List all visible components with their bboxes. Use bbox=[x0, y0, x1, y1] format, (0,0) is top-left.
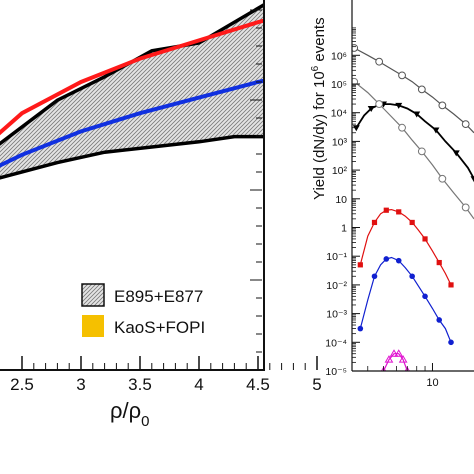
yield-x-tick-label-0: 10 bbox=[426, 377, 438, 389]
yield-series-3-marker bbox=[396, 209, 402, 215]
yield-x-ticks: 10 bbox=[367, 363, 439, 389]
density-x-tick-label-3: 4 bbox=[194, 375, 203, 394]
x-label-rho: ρ/ρ bbox=[110, 398, 141, 423]
yield-series-2-marker bbox=[461, 203, 470, 212]
yield-series-line-4 bbox=[359, 256, 452, 343]
yield-series-1-marker bbox=[432, 127, 440, 134]
density-x-tick-label-0: 2.5 bbox=[10, 375, 34, 394]
density-plot-area bbox=[0, 2, 264, 180]
yield-series-3-marker bbox=[383, 207, 389, 213]
yield-series-line-0 bbox=[353, 47, 474, 134]
yield-series-4-marker bbox=[357, 325, 364, 332]
yield-series-1-marker bbox=[395, 102, 403, 109]
legend-swatch-yellow bbox=[82, 315, 104, 337]
yield-series-3-marker bbox=[371, 219, 378, 226]
yield-series-1-marker bbox=[367, 106, 375, 113]
yield-y-tick-label-11: 10⁻⁵ bbox=[325, 366, 347, 378]
yield-series-0-marker bbox=[461, 120, 470, 129]
yield-series-0-marker bbox=[375, 57, 384, 66]
yield-y-tick-label-7: 10⁻¹ bbox=[326, 251, 347, 263]
yield-series-1-marker bbox=[452, 150, 460, 157]
uncertainty-band bbox=[0, 2, 264, 180]
yield-series-0-marker bbox=[417, 85, 426, 94]
yield-series-3-marker bbox=[448, 282, 454, 288]
density-series-line-0 bbox=[0, 18, 264, 136]
yield-series-0-marker bbox=[398, 71, 406, 80]
density-chart: 2.5 3 3.5 4 4.5 5 E895+E877 KaoS+FOPI ρ/ρ0 bbox=[0, 0, 322, 430]
yield-series-4-marker bbox=[422, 293, 428, 300]
y-label-exp: 6 bbox=[310, 65, 321, 71]
yield-y-tick-label-0: 10⁶ bbox=[331, 50, 347, 62]
density-legend: E895+E877 KaoS+FOPI bbox=[81, 283, 205, 337]
yield-y-tick-label-4: 10² bbox=[332, 165, 348, 177]
yield-series-5-marker bbox=[394, 349, 404, 357]
density-x-axis-label: ρ/ρ0 bbox=[110, 398, 150, 430]
yield-series-3-marker bbox=[409, 219, 415, 226]
yield-series-4-marker bbox=[395, 257, 402, 264]
yield-series-1-marker bbox=[413, 111, 421, 118]
yield-y-tick-label-10: 10⁻⁴ bbox=[325, 337, 347, 349]
yield-series-0-marker bbox=[438, 101, 447, 110]
yield-series-3-marker bbox=[357, 262, 363, 268]
yield-series-4-marker bbox=[448, 339, 454, 346]
yield-series-3-marker bbox=[422, 236, 428, 242]
y-label-tail: events bbox=[311, 17, 328, 65]
yield-series-4-marker bbox=[371, 273, 378, 280]
yield-series-4-marker bbox=[383, 256, 390, 262]
yield-series-line-3 bbox=[359, 208, 452, 286]
yield-series-2-marker bbox=[398, 123, 406, 132]
yield-series-2-marker bbox=[417, 147, 426, 156]
yield-series-2-marker bbox=[438, 174, 447, 183]
density-x-ticks: 2.5 3 3.5 4 4.5 5 bbox=[10, 9, 322, 394]
yield-series-2-marker bbox=[375, 100, 384, 108]
yield-series-1-marker bbox=[352, 125, 360, 132]
yield-series-line-1 bbox=[355, 103, 474, 180]
yield-series-5-marker bbox=[398, 355, 408, 363]
legend-label-kaos: KaoS+FOPI bbox=[114, 318, 205, 337]
density-x-tick-label-2: 3.5 bbox=[128, 375, 152, 394]
density-x-tick-label-4: 4.5 bbox=[246, 375, 270, 394]
yield-series-4-marker bbox=[436, 317, 443, 323]
yield-plot-area bbox=[352, 44, 474, 371]
yield-series-4-marker bbox=[409, 273, 415, 280]
yield-series-line-2 bbox=[353, 81, 474, 220]
density-plot-frame bbox=[0, 0, 265, 371]
yield-y-tick-label-9: 10⁻³ bbox=[326, 309, 347, 321]
yield-series-5-marker bbox=[384, 355, 394, 363]
yield-y-tick-label-8: 10⁻² bbox=[326, 280, 347, 292]
density-x-tick-label-1: 3 bbox=[76, 375, 85, 394]
yield-y-tick-label-3: 10³ bbox=[332, 136, 348, 148]
yield-chart: 10⁶ 10⁵ 10⁴ 10³ 10² 10 1 10⁻¹ 10⁻² 10⁻³ 10⁻⁴ 10⁻⁵ 1… bbox=[310, 0, 474, 389]
yield-y-tick-label-6: 1 bbox=[341, 223, 347, 235]
yield-y-axis-label: Yield (dN/dy) for 106 events bbox=[310, 17, 328, 200]
yield-y-ticks: 10⁶ 10⁵ 10⁴ 10³ 10² 10 1 10⁻¹ 10⁻² 10⁻³ 10⁻⁴ 10⁻⁵ bbox=[325, 27, 360, 378]
yield-y-tick-label-2: 10⁴ bbox=[331, 108, 347, 120]
yield-y-tick-label-5: 10 bbox=[335, 194, 347, 206]
y-label-main: Yield (dN/dy) for 10 bbox=[311, 71, 328, 200]
yield-series-1-marker bbox=[470, 176, 474, 183]
x-label-subscript: 0 bbox=[141, 413, 149, 430]
density-x-tick-label-5: 5 bbox=[312, 375, 321, 394]
yield-series-5-marker bbox=[389, 349, 399, 357]
yield-series-3-marker bbox=[436, 259, 442, 266]
yield-y-tick-label-1: 10⁵ bbox=[331, 79, 347, 91]
legend-label-e895: E895+E877 bbox=[114, 287, 203, 306]
legend-swatch-hatched bbox=[81, 283, 105, 307]
